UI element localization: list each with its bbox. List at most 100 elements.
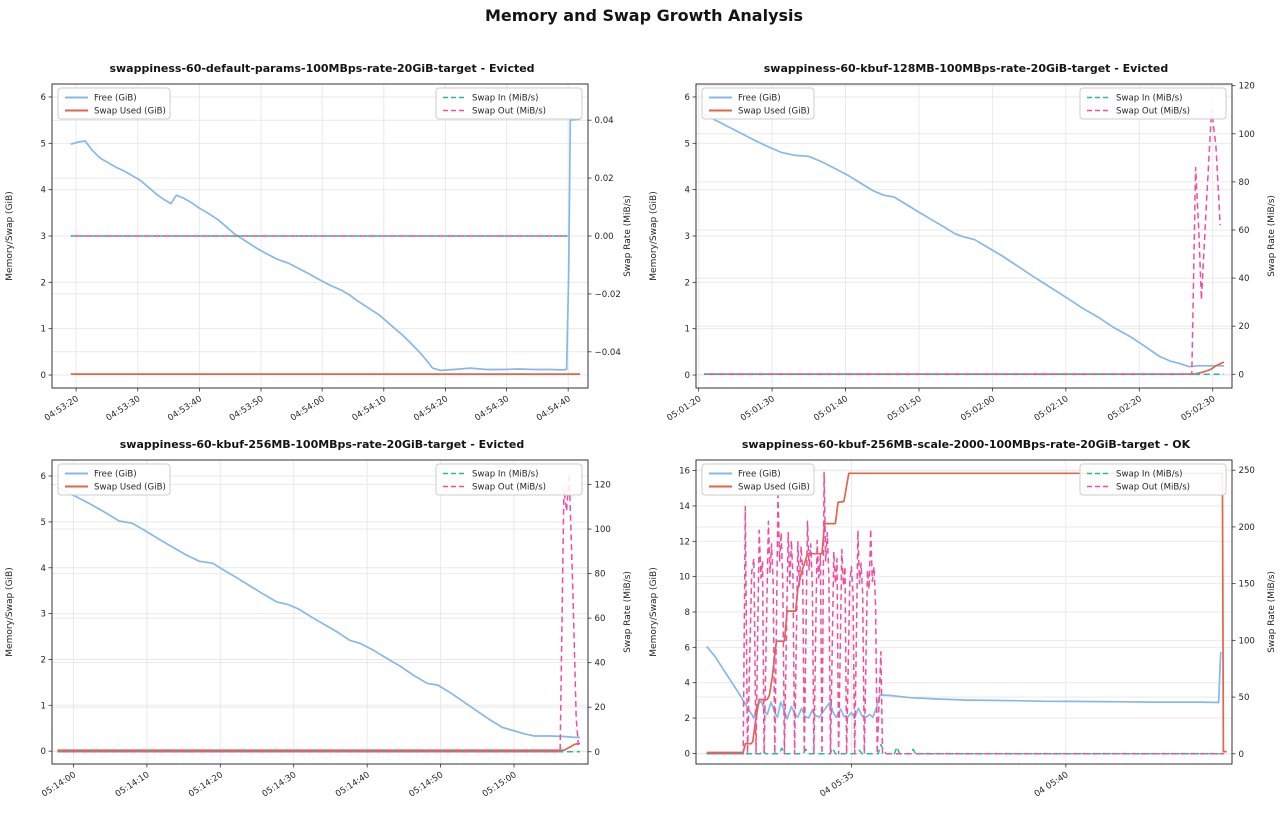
memory-legend: Free (GiB) Swap Used (GiB)	[701, 87, 815, 120]
svg-text:4: 4	[41, 186, 46, 196]
svg-text:04:53:30: 04:53:30	[105, 394, 143, 423]
chart-title: swappiness-60-default-params-100MBps-rat…	[109, 62, 535, 75]
svg-text:10: 10	[679, 573, 690, 583]
svg-text:05:01:50: 05:01:50	[886, 394, 924, 423]
svg-text:0: 0	[41, 371, 46, 381]
svg-text:40: 40	[1239, 274, 1250, 284]
chart-cell-kbuf-128mb: swappiness-60-kbuf-128MB-100MBps-rate-20…	[644, 60, 1288, 436]
grid-lines	[52, 460, 588, 764]
svg-text:04:53:50: 04:53:50	[228, 394, 266, 423]
memory-legend: Free (GiB) Swap Used (GiB)	[57, 463, 171, 496]
y-axis-label-right: Swap Rate (MiB/s)	[1267, 195, 1277, 277]
svg-text:1: 1	[41, 325, 46, 335]
svg-text:60: 60	[595, 614, 606, 624]
legend-label: Swap Out (MiB/s)	[472, 483, 546, 493]
free-line	[57, 486, 580, 739]
svg-text:04:54:00: 04:54:00	[289, 394, 327, 423]
svg-text:05:02:10: 05:02:10	[1033, 394, 1071, 423]
legend-label: Free (GiB)	[738, 94, 781, 104]
axis-ticks	[48, 96, 592, 392]
plot-border	[51, 459, 589, 765]
axis-ticks	[692, 469, 1236, 768]
chart-title: swappiness-60-kbuf-256MB-100MBps-rate-20…	[119, 438, 525, 451]
svg-text:5: 5	[685, 139, 690, 149]
svg-text:05:01:20: 05:01:20	[665, 394, 703, 423]
legend-label: Swap In (MiB/s)	[472, 94, 538, 104]
y-axis-label-left: Memory/Swap (GiB)	[5, 567, 15, 656]
svg-text:5: 5	[41, 139, 46, 149]
svg-text:80: 80	[595, 570, 606, 580]
swap-in-line	[706, 743, 1224, 755]
svg-text:05:14:20: 05:14:20	[187, 770, 225, 799]
legend-label: Swap Out (MiB/s)	[472, 107, 546, 117]
swap-used-line	[704, 361, 1225, 375]
svg-text:0: 0	[595, 748, 600, 758]
svg-text:2: 2	[685, 278, 690, 288]
svg-text:16: 16	[679, 467, 690, 477]
legend-label: Swap Used (GiB)	[94, 483, 166, 493]
svg-text:0: 0	[685, 749, 690, 759]
svg-text:3: 3	[41, 610, 46, 620]
rate-legend: Swap In (MiB/s) Swap Out (MiB/s)	[435, 463, 583, 496]
svg-text:50: 50	[1239, 693, 1250, 703]
swap-used-line	[57, 742, 581, 752]
y-axis-label-right: Swap Rate (MiB/s)	[623, 571, 633, 653]
legend-label: Swap Out (MiB/s)	[1116, 107, 1190, 117]
chart-title: swappiness-60-kbuf-128MB-100MBps-rate-20…	[763, 62, 1169, 75]
svg-text:5: 5	[41, 518, 46, 528]
svg-text:0.00: 0.00	[595, 232, 614, 242]
svg-text:04:53:40: 04:53:40	[166, 394, 204, 423]
axis-ticks	[48, 475, 592, 768]
svg-text:14: 14	[679, 502, 690, 512]
svg-text:20: 20	[1239, 322, 1250, 332]
svg-text:6: 6	[41, 93, 46, 103]
free-line	[703, 113, 1224, 368]
rate-legend: Swap In (MiB/s) Swap Out (MiB/s)	[1079, 87, 1227, 120]
legend-label: Swap In (MiB/s)	[472, 470, 538, 480]
svg-text:0: 0	[685, 371, 690, 381]
swap-out-line	[57, 472, 580, 753]
svg-text:04:54:10: 04:54:10	[351, 394, 389, 423]
svg-text:100: 100	[1239, 636, 1255, 646]
svg-text:20: 20	[595, 703, 606, 713]
svg-text:6: 6	[685, 93, 690, 103]
svg-text:0: 0	[1239, 750, 1244, 760]
svg-text:04:53:20: 04:53:20	[43, 394, 81, 423]
svg-text:60: 60	[1239, 226, 1250, 236]
series-lines	[57, 472, 581, 753]
svg-text:8: 8	[685, 608, 690, 618]
legend-label: Swap In (MiB/s)	[1116, 470, 1182, 480]
svg-text:100: 100	[1239, 130, 1255, 140]
y-axis-label-right: Swap Rate (MiB/s)	[623, 195, 633, 277]
y-axis-label-right: Swap Rate (MiB/s)	[1267, 571, 1277, 653]
svg-text:2: 2	[41, 278, 46, 288]
memory-legend: Free (GiB) Swap Used (GiB)	[57, 87, 171, 120]
svg-text:05:15:00: 05:15:00	[481, 770, 519, 799]
svg-text:04:54:30: 04:54:30	[473, 394, 511, 423]
svg-text:05:02:30: 05:02:30	[1180, 394, 1218, 423]
svg-text:04:54:20: 04:54:20	[412, 394, 450, 423]
axis-ticks	[692, 85, 1236, 392]
legend-label: Swap Used (GiB)	[738, 107, 810, 117]
grid-lines	[696, 460, 1232, 764]
y-axis-label-left: Memory/Swap (GiB)	[649, 567, 659, 656]
series-lines	[706, 471, 1227, 755]
svg-text:0.02: 0.02	[595, 174, 614, 184]
svg-text:1: 1	[685, 325, 690, 335]
legend-label: Free (GiB)	[738, 470, 781, 480]
svg-text:4: 4	[41, 564, 46, 574]
figure-title: Memory and Swap Growth Analysis	[484, 6, 804, 25]
svg-text:05:02:00: 05:02:00	[959, 394, 997, 423]
y-axis-label-left: Memory/Swap (GiB)	[649, 191, 659, 280]
svg-text:6: 6	[685, 643, 690, 653]
free-line	[70, 118, 581, 372]
legend-label: Swap Used (GiB)	[738, 483, 810, 493]
svg-text:0: 0	[41, 747, 46, 757]
svg-text:2: 2	[685, 714, 690, 724]
chart-plot: 0 1 2 3 4 5 6 −0.04 −0.02 0.00 0.02 0.04 04:53:20 04:…	[5, 83, 633, 424]
svg-text:04:54:40: 04:54:40	[535, 394, 573, 423]
svg-text:−0.04: −0.04	[595, 348, 621, 358]
